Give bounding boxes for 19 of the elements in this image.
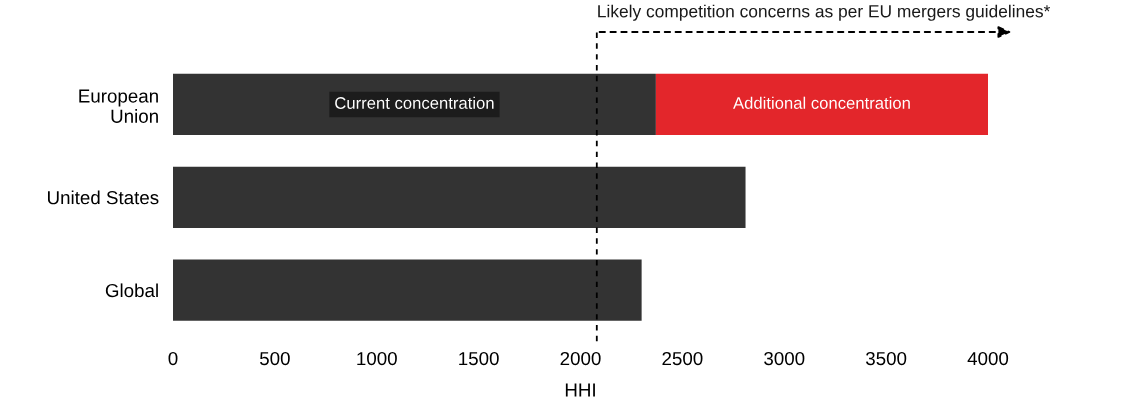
x-tick-label: 3000	[764, 351, 805, 366]
x-tick-label: 1000	[357, 351, 397, 366]
x-tick-label: 1500	[459, 351, 499, 366]
series-label: Additional concentration	[733, 96, 910, 109]
ref-line-label: Likely competition concerns as per EU mergers guidelines*	[598, 4, 1051, 21]
y-tick-label: United States	[48, 190, 159, 205]
x-axis-title: HHI	[565, 383, 595, 397]
bar	[655, 73, 988, 136]
x-tick-label: 0	[168, 351, 178, 366]
y-tick-label: Global	[105, 283, 158, 298]
x-tick-label: 2000	[560, 351, 601, 366]
y-tick-label: European Union	[79, 89, 158, 123]
x-tick-label: 2500	[662, 351, 703, 366]
x-tick-label: 3500	[865, 351, 907, 366]
x-tick-label: 500	[259, 351, 290, 366]
bar	[173, 259, 642, 321]
x-tick-label: 4000	[967, 351, 1009, 366]
series-label: Current concentration	[335, 96, 494, 109]
bar	[173, 166, 746, 228]
